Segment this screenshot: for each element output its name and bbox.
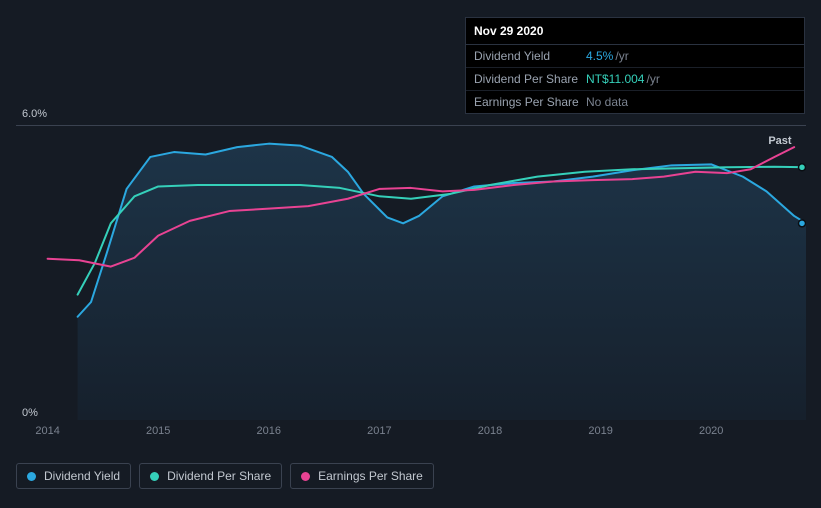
tooltip-row: Dividend Per ShareNT$11.004/yr (466, 68, 804, 91)
legend-item[interactable]: Earnings Per Share (290, 463, 434, 489)
chart-tooltip: Nov 29 2020 Dividend Yield4.5%/yrDividen… (465, 17, 805, 114)
tooltip-date: Nov 29 2020 (466, 18, 804, 45)
legend-dot-icon (301, 472, 310, 481)
legend-label: Dividend Yield (44, 469, 120, 483)
end-marker (799, 220, 806, 227)
dividend-chart: 6.0%0% Past 2014201520162017201820192020 (16, 100, 806, 440)
tooltip-row: Dividend Yield4.5%/yr (466, 45, 804, 68)
x-axis-label: 2018 (478, 425, 502, 437)
legend-label: Earnings Per Share (318, 469, 423, 483)
legend-label: Dividend Per Share (167, 469, 271, 483)
legend-dot-icon (150, 472, 159, 481)
x-axis-label: 2020 (699, 425, 723, 437)
x-axis-label: 2019 (588, 425, 612, 437)
x-axis-label: 2016 (257, 425, 281, 437)
tooltip-label: Dividend Per Share (474, 72, 586, 86)
y-axis-label: 6.0% (22, 108, 47, 120)
tooltip-suffix: /yr (615, 49, 628, 63)
x-axis-label: 2014 (35, 425, 59, 437)
tooltip-label: Dividend Yield (474, 49, 586, 63)
tooltip-label: Earnings Per Share (474, 95, 586, 109)
end-marker (799, 164, 806, 171)
x-axis: 2014 2015 2016 2017 2018 2019 2020 (16, 425, 806, 445)
tooltip-suffix: /yr (646, 72, 659, 86)
plot-area[interactable] (16, 125, 806, 420)
legend-item[interactable]: Dividend Per Share (139, 463, 282, 489)
tooltip-value: No data (586, 95, 628, 109)
tooltip-value: 4.5% (586, 49, 613, 63)
x-axis-label: 2017 (367, 425, 391, 437)
tooltip-value: NT$11.004 (586, 72, 644, 86)
x-axis-label: 2015 (146, 425, 170, 437)
tooltip-row: Earnings Per ShareNo data (466, 91, 804, 113)
legend-item[interactable]: Dividend Yield (16, 463, 131, 489)
legend-dot-icon (27, 472, 36, 481)
legend: Dividend Yield Dividend Per Share Earnings… (16, 463, 434, 489)
past-label: Past (768, 135, 791, 147)
